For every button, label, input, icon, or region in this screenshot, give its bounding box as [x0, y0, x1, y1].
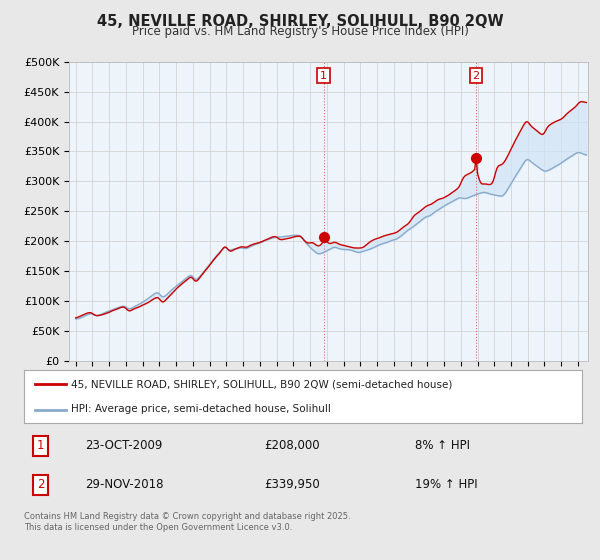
Text: Contains HM Land Registry data © Crown copyright and database right 2025.
This d: Contains HM Land Registry data © Crown c… — [24, 512, 350, 532]
Text: 19% ↑ HPI: 19% ↑ HPI — [415, 478, 477, 491]
Text: HPI: Average price, semi-detached house, Solihull: HPI: Average price, semi-detached house,… — [71, 404, 331, 414]
Text: Price paid vs. HM Land Registry's House Price Index (HPI): Price paid vs. HM Land Registry's House … — [131, 25, 469, 38]
Text: 2: 2 — [472, 71, 479, 81]
Text: 8% ↑ HPI: 8% ↑ HPI — [415, 439, 470, 452]
Text: 45, NEVILLE ROAD, SHIRLEY, SOLIHULL, B90 2QW: 45, NEVILLE ROAD, SHIRLEY, SOLIHULL, B90… — [97, 14, 503, 29]
Text: 45, NEVILLE ROAD, SHIRLEY, SOLIHULL, B90 2QW (semi-detached house): 45, NEVILLE ROAD, SHIRLEY, SOLIHULL, B90… — [71, 380, 453, 390]
Text: 23-OCT-2009: 23-OCT-2009 — [85, 439, 163, 452]
Text: 2: 2 — [37, 478, 44, 491]
Text: 29-NOV-2018: 29-NOV-2018 — [85, 478, 164, 491]
Text: 1: 1 — [37, 439, 44, 452]
Text: £208,000: £208,000 — [264, 439, 320, 452]
Text: 1: 1 — [320, 71, 327, 81]
Text: £339,950: £339,950 — [264, 478, 320, 491]
